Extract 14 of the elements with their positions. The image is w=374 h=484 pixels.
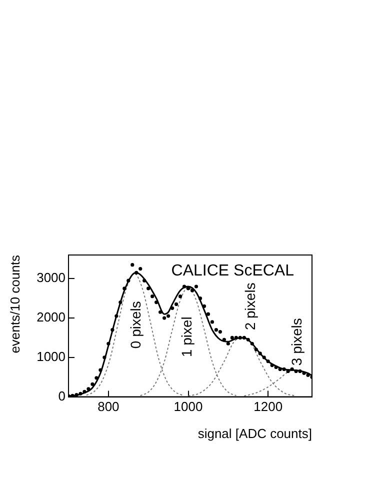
annotation: 2 pixels — [242, 282, 258, 330]
x-axis-title: signal [ADC counts] — [198, 426, 312, 441]
annotation: 1 pixel — [178, 316, 195, 358]
x-tick-label: 800 — [98, 399, 120, 414]
annotation: 0 pixels — [128, 301, 144, 349]
y-tick-label: 3000 — [36, 270, 66, 286]
y-tick-label: 0 — [58, 388, 66, 404]
y-tick-label: 1000 — [36, 348, 66, 364]
y-axis-title: events/10 counts — [7, 254, 22, 354]
annotation: 3 pixels — [288, 318, 304, 366]
y-tick-label: 2000 — [36, 310, 66, 325]
x-tick-label: 1000 — [174, 399, 203, 414]
annotation: CALICE ScECAL — [171, 262, 294, 280]
x-tick-label: 1200 — [254, 399, 283, 414]
